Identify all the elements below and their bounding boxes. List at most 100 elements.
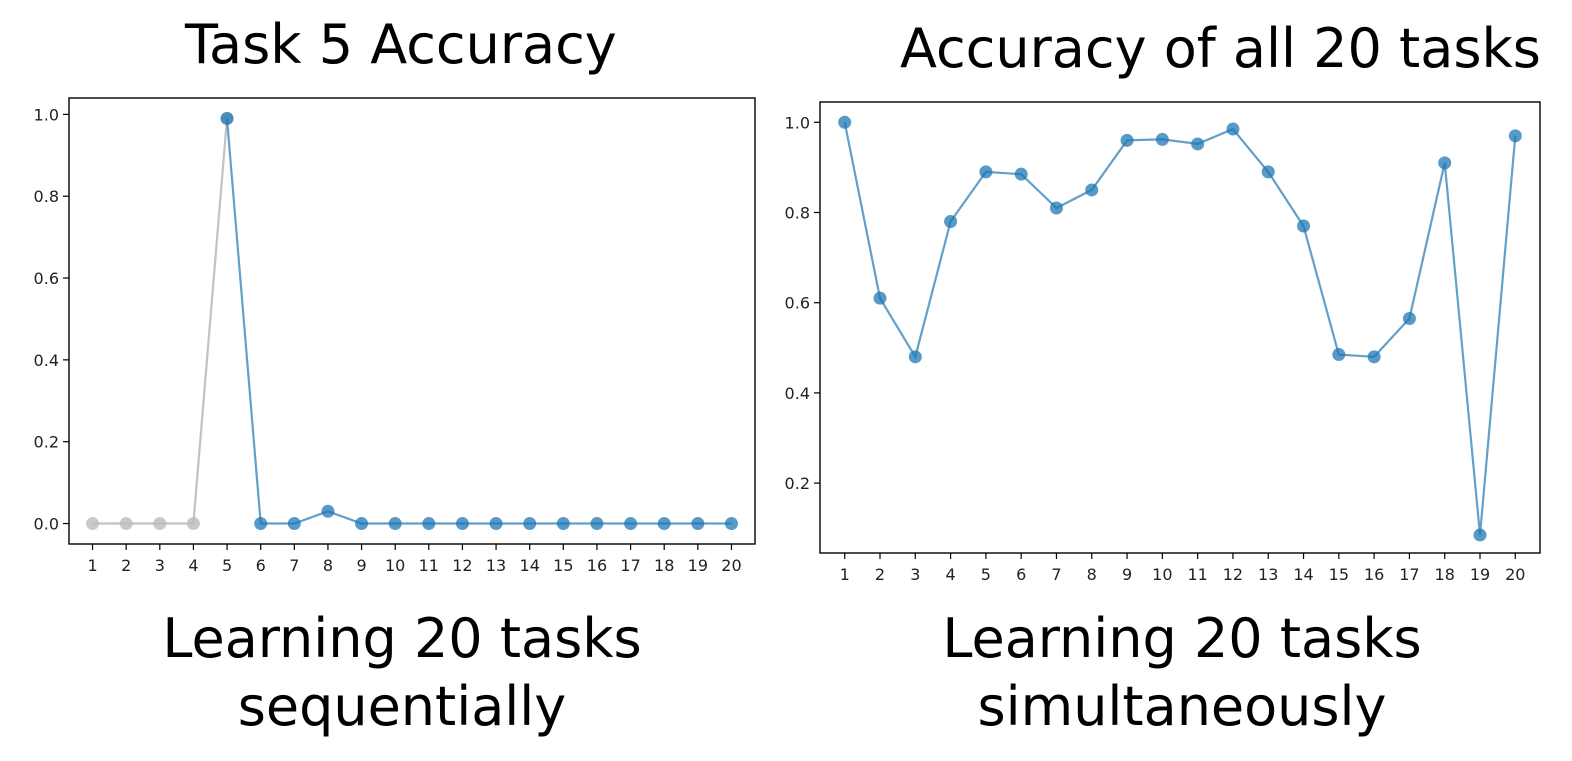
right-data-point xyxy=(1261,165,1275,179)
left-data-point xyxy=(624,517,638,531)
right-data-point xyxy=(1297,219,1311,233)
left-data-point xyxy=(153,517,167,531)
left-x-tick-label: 2 xyxy=(121,556,131,575)
right-plot-frame xyxy=(819,101,1541,554)
left-caption: Learning 20 tasks sequentially xyxy=(22,605,782,741)
right-x-tick-label: 11 xyxy=(1187,565,1207,584)
right-data-point xyxy=(1332,348,1346,362)
right-y-tick-label: 0.8 xyxy=(785,203,810,222)
left-data-point xyxy=(455,517,469,531)
right-data-point xyxy=(1155,132,1169,146)
right-data-point xyxy=(944,215,958,229)
left-x-tick-label: 11 xyxy=(419,556,439,575)
left-x-tick-label: 1 xyxy=(87,556,97,575)
left-data-point xyxy=(86,517,100,531)
left-x-tick-label: 7 xyxy=(289,556,299,575)
left-x-tick-label: 5 xyxy=(222,556,232,575)
left-y-tick-label: 0.0 xyxy=(34,515,59,534)
left-x-tick-label: 9 xyxy=(356,556,366,575)
right-y-tick-label: 0.6 xyxy=(785,294,810,313)
right-x-tick-label: 15 xyxy=(1329,565,1349,584)
left-x-tick-label: 6 xyxy=(256,556,266,575)
left-data-point xyxy=(691,517,705,531)
right-x-tick-label: 18 xyxy=(1435,565,1455,584)
right-data-point xyxy=(1367,350,1381,364)
left-caption-line1: Learning 20 tasks xyxy=(162,607,642,670)
left-data-point xyxy=(724,517,738,531)
right-data-point xyxy=(1014,167,1028,181)
left-y-tick-label: 0.8 xyxy=(34,187,59,206)
left-data-point xyxy=(489,517,503,531)
right-data-point xyxy=(1049,201,1063,215)
left-data-point xyxy=(556,517,570,531)
right-data-point xyxy=(873,291,887,305)
right-y-tick-label: 0.2 xyxy=(785,474,810,493)
left-data-point xyxy=(321,504,335,518)
right-x-tick-label: 3 xyxy=(910,565,920,584)
left-data-point xyxy=(119,517,133,531)
right-chart-title: Accuracy of all 20 tasks xyxy=(900,17,1541,80)
right-data-point xyxy=(1508,129,1522,143)
left-series-line xyxy=(92,118,229,525)
left-x-tick-label: 12 xyxy=(452,556,472,575)
right-x-tick-label: 4 xyxy=(945,565,955,584)
right-data-point xyxy=(1085,183,1099,197)
right-x-tick-label: 1 xyxy=(840,565,850,584)
right-data-point xyxy=(1191,137,1205,151)
left-y-tick-label: 0.4 xyxy=(34,351,59,370)
left-data-point xyxy=(388,517,402,531)
right-x-tick-label: 16 xyxy=(1364,565,1384,584)
right-x-tick-label: 10 xyxy=(1152,565,1172,584)
right-x-tick-label: 17 xyxy=(1399,565,1419,584)
left-data-point xyxy=(590,517,604,531)
left-x-tick-label: 15 xyxy=(553,556,573,575)
left-data-point xyxy=(422,517,436,531)
left-x-tick-label: 17 xyxy=(620,556,640,575)
left-y-tick-label: 0.2 xyxy=(34,433,59,452)
left-data-point xyxy=(186,517,200,531)
right-y-tick-label: 1.0 xyxy=(785,113,810,132)
left-x-tick-label: 4 xyxy=(188,556,198,575)
right-caption-line2: simultaneously xyxy=(977,675,1387,738)
left-y-tick-label: 1.0 xyxy=(34,105,59,124)
left-x-tick-label: 3 xyxy=(155,556,165,575)
left-data-point xyxy=(355,517,369,531)
right-x-tick-label: 8 xyxy=(1087,565,1097,584)
right-x-tick-label: 14 xyxy=(1293,565,1313,584)
right-x-tick-label: 5 xyxy=(981,565,991,584)
left-x-tick-label: 18 xyxy=(654,556,674,575)
left-data-point xyxy=(523,517,537,531)
right-data-point xyxy=(1120,133,1134,147)
right-x-tick-label: 12 xyxy=(1223,565,1243,584)
left-x-tick-label: 8 xyxy=(323,556,333,575)
right-series-line xyxy=(843,122,1517,536)
left-x-tick-label: 14 xyxy=(520,556,540,575)
right-y-tick-label: 0.4 xyxy=(785,384,810,403)
right-x-tick-label: 13 xyxy=(1258,565,1278,584)
left-data-point xyxy=(254,517,268,531)
left-data-point xyxy=(657,517,671,531)
right-data-point xyxy=(1473,528,1487,542)
left-plot-frame xyxy=(68,97,756,545)
left-x-tick-label: 13 xyxy=(486,556,506,575)
right-data-point xyxy=(979,165,993,179)
right-data-point xyxy=(1226,122,1240,136)
right-x-tick-label: 7 xyxy=(1051,565,1061,584)
right-x-tick-label: 6 xyxy=(1016,565,1026,584)
left-x-tick-label: 16 xyxy=(587,556,607,575)
left-data-point xyxy=(287,517,301,531)
left-line-chart: 0.00.20.40.60.81.01 2 3 4 5 6 7 8 9 10 11 12 13 14 15 1… xyxy=(34,97,756,575)
right-data-point xyxy=(1438,156,1452,170)
left-data-point xyxy=(220,111,234,125)
left-y-tick-label: 0.6 xyxy=(34,269,59,288)
left-x-tick-label: 19 xyxy=(688,556,708,575)
right-x-tick-label: 9 xyxy=(1122,565,1132,584)
right-x-tick-label: 2 xyxy=(875,565,885,584)
right-caption-line1: Learning 20 tasks xyxy=(942,607,1422,670)
right-x-tick-label: 20 xyxy=(1505,565,1525,584)
left-x-tick-label: 20 xyxy=(721,556,741,575)
left-series-line xyxy=(225,118,732,525)
right-data-point xyxy=(908,350,922,364)
right-data-point xyxy=(1402,311,1416,325)
left-chart-title: Task 5 Accuracy xyxy=(185,13,617,76)
